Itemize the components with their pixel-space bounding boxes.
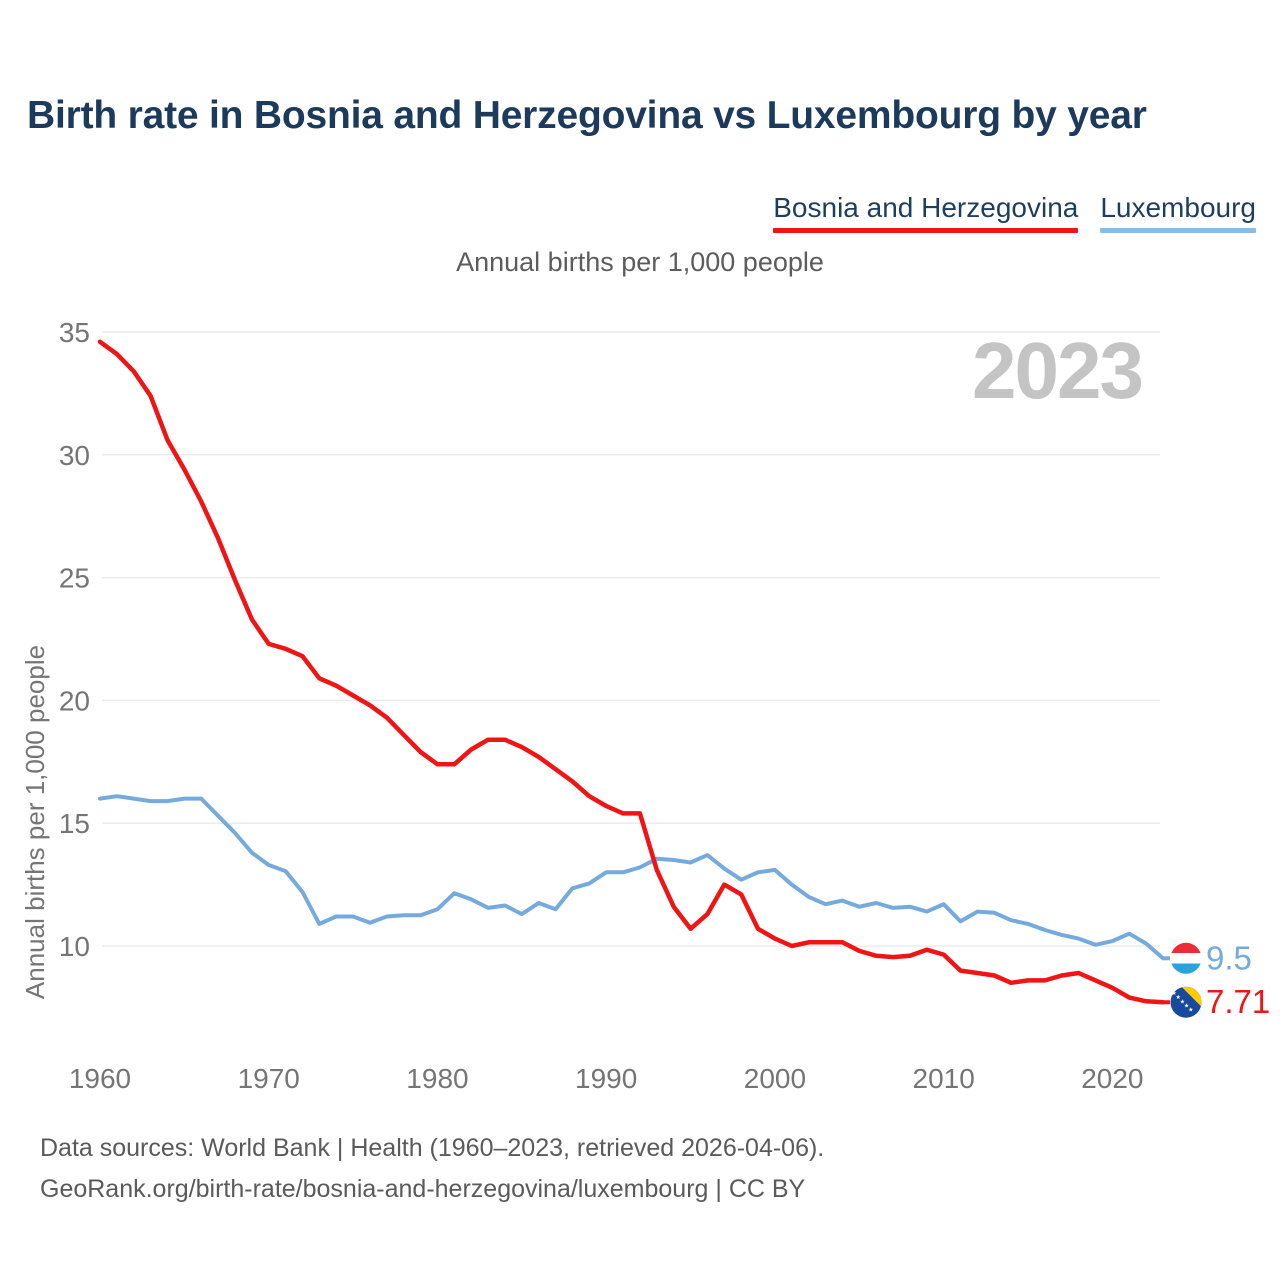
svg-text:★: ★ [1180,998,1185,1005]
luxembourg-line [98,794,1165,961]
legend-item-luxembourg[interactable]: Luxembourg [1100,192,1256,233]
svg-text:★: ★ [1188,1007,1193,1014]
bosnia-and-herzegovina-end-value: 7.71 [1206,983,1270,1020]
y-tick-label-15: 15 [59,808,90,839]
x-tick-label-1960: 1960 [69,1063,131,1094]
chart-subtitle: Annual births per 1,000 people [456,247,824,277]
x-tick-label-2020: 2020 [1081,1063,1143,1094]
legend-label-luxembourg: Luxembourg [1100,192,1256,223]
y-tick-label-30: 30 [59,440,90,471]
x-tick-label-1980: 1980 [406,1063,468,1094]
svg-text:★: ★ [1184,1003,1189,1010]
y-axis-title: Annual births per 1,000 people [20,645,50,999]
legend-underline-luxembourg [1100,228,1256,233]
x-tick-label-2010: 2010 [913,1063,975,1094]
y-tick-label-10: 10 [59,931,90,962]
legend-label-bosnia-and-herzegovina: Bosnia and Herzegovina [773,192,1079,223]
footer-attribution: GeoRank.org/birth-rate/bosnia-and-herzeg… [40,1175,806,1204]
y-tick-label-25: 25 [59,563,90,594]
svg-text:★: ★ [1171,990,1176,997]
bosnia-and-herzegovina-line [97,339,1166,1005]
x-tick-label-1990: 1990 [575,1063,637,1094]
legend-underline-bosnia-and-herzegovina [773,228,1079,233]
footer: Data sources: World Bank | Health (1960–… [40,1128,1240,1211]
x-tick-label-2000: 2000 [744,1063,806,1094]
legend-item-bosnia-and-herzegovina[interactable]: Bosnia and Herzegovina [773,192,1079,233]
page-title: Birth rate in Bosnia and Herzegovina vs … [27,94,1147,138]
bosnia-and-herzegovina-flag-icon: ★★★★★ [1170,986,1202,1018]
luxembourg-flag-icon [1170,942,1202,974]
y-tick-label-20: 20 [59,685,90,716]
x-tick-label-1970: 1970 [238,1063,300,1094]
watermark-year: 2023 [972,326,1142,415]
legend: Bosnia and Herzegovina Luxembourg [773,192,1256,233]
footer-sources: Data sources: World Bank | Health (1960–… [40,1134,825,1162]
luxembourg-end-value: 9.5 [1206,939,1252,976]
svg-text:★: ★ [1176,994,1181,1001]
y-tick-label-35: 35 [59,317,90,348]
